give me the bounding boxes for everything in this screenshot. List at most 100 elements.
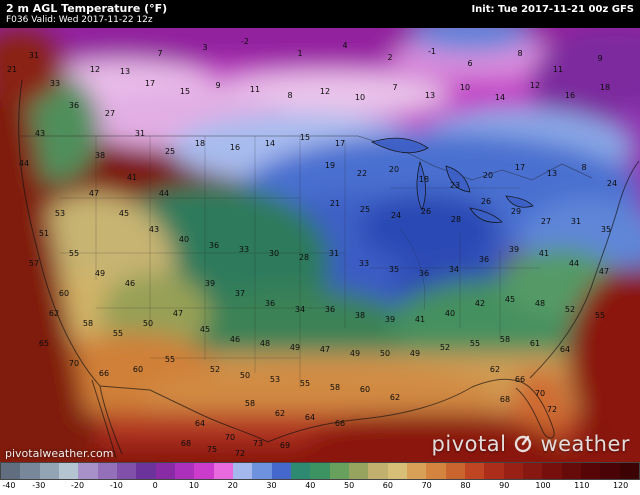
temp-label: 1 — [297, 49, 302, 58]
colorbar-tick: -10 — [109, 481, 123, 490]
temp-label: 22 — [357, 169, 367, 178]
colorbar-tick: 50 — [343, 481, 355, 490]
temp-label: 3 — [202, 43, 207, 52]
colorbar-segment — [20, 463, 40, 479]
temp-label: 18 — [419, 175, 429, 184]
temp-label: 12 — [90, 65, 100, 74]
temp-label: 31 — [135, 129, 145, 138]
temp-label: 46 — [230, 335, 240, 344]
colorbar-segment — [174, 463, 195, 479]
map-header: 2 m AGL Temperature (°F) F036 Valid: Wed… — [0, 0, 640, 28]
colorbar-segment — [58, 463, 79, 479]
temp-label: 12 — [320, 87, 330, 96]
temp-label: 9 — [597, 54, 602, 63]
colorbar-tick: 20 — [227, 481, 238, 490]
temp-label: 50 — [240, 371, 250, 380]
temp-label: 49 — [95, 269, 105, 278]
temp-label: 29 — [511, 207, 521, 216]
colorbar-segment — [484, 463, 504, 479]
temp-label: 31 — [29, 51, 39, 60]
temp-label: 23 — [450, 181, 460, 190]
logo-word-pivotal: pivotal — [431, 432, 507, 456]
temp-label: 55 — [300, 379, 310, 388]
valid-time-label: F036 Valid: Wed 2017-11-22 12z — [6, 15, 153, 25]
temp-label: 55 — [69, 249, 79, 258]
national-border-lines — [20, 135, 593, 181]
temp-label: 58 — [83, 319, 93, 328]
temp-label: 36 — [69, 101, 79, 110]
temp-label: 53 — [55, 209, 65, 218]
temp-label: 73 — [253, 439, 263, 448]
temp-label: 13 — [120, 67, 130, 76]
temp-label: 52 — [210, 365, 220, 374]
temp-label: 47 — [320, 345, 330, 354]
colorbar-tick: -30 — [32, 481, 46, 490]
temp-label: 68 — [500, 395, 510, 404]
temp-label: 25 — [360, 205, 370, 214]
temp-label: 11 — [250, 85, 260, 94]
temp-label: 48 — [260, 339, 270, 348]
temp-label: 70 — [535, 389, 545, 398]
colorbar-tick: 110 — [574, 481, 590, 490]
temp-label: 16 — [230, 143, 240, 152]
temp-label: 17 — [145, 79, 155, 88]
temp-label: 62 — [490, 365, 500, 374]
coastline-lines — [18, 79, 640, 459]
colorbar-segment — [329, 463, 349, 479]
temp-label: 9 — [215, 81, 220, 90]
temp-label: -2 — [241, 37, 249, 46]
temp-label: 41 — [415, 315, 425, 324]
temp-label: 7 — [157, 49, 162, 58]
logo-word-weather: weather — [540, 432, 630, 456]
temp-label: 18 — [600, 83, 610, 92]
watermark-text: pivotalweather.com — [5, 447, 114, 460]
colorbar-segment — [78, 463, 98, 479]
temp-label: 12 — [530, 81, 540, 90]
temp-label: 47 — [599, 267, 609, 276]
page-title: 2 m AGL Temperature (°F) — [6, 2, 168, 15]
temp-label: 66 — [335, 419, 345, 428]
temp-label: 35 — [601, 225, 611, 234]
colorbar-tick: -40 — [2, 481, 16, 490]
temp-label: 28 — [299, 253, 309, 262]
temp-label: 20 — [483, 171, 493, 180]
temp-label: 27 — [105, 109, 115, 118]
colorbar-tick: 40 — [305, 481, 316, 490]
temp-label: 55 — [470, 339, 480, 348]
temp-label: 31 — [571, 217, 581, 226]
pivotal-logo-icon — [515, 435, 532, 453]
temp-label: 47 — [89, 189, 99, 198]
temp-label: 39 — [509, 245, 519, 254]
temp-label: 61 — [530, 339, 540, 348]
temp-label: 13 — [425, 91, 435, 100]
temp-label: 44 — [19, 159, 29, 168]
temp-label: 42 — [475, 299, 485, 308]
great-lakes-shapes — [370, 137, 534, 223]
colorbar-segment — [445, 463, 465, 479]
temp-label: 62 — [390, 393, 400, 402]
temp-label: 55 — [113, 329, 123, 338]
temp-label: 36 — [265, 299, 275, 308]
temp-label: 69 — [280, 441, 290, 450]
temp-label: 6 — [467, 59, 472, 68]
temp-label: 62 — [275, 409, 285, 418]
map-area: 3 -2 1 4 2 -1 6 8 11 9 7 12 13 17 15 9 11 8 12 10 7 13 10 14 12 1… — [0, 28, 640, 462]
temp-label: 68 — [181, 439, 191, 448]
temp-label: 8 — [517, 49, 522, 58]
temp-label: 33 — [359, 259, 369, 268]
temp-label: 70 — [225, 433, 235, 442]
colorbar-segment — [271, 463, 291, 479]
temp-label: 60 — [59, 289, 69, 298]
colorbar-segment — [406, 463, 427, 479]
colorbar-segment — [503, 463, 523, 479]
temp-label: 35 — [389, 265, 399, 274]
temp-label: 2 — [387, 53, 392, 62]
state-boundary-lines — [60, 136, 540, 388]
temp-label: 25 — [165, 147, 175, 156]
temp-label: 51 — [39, 229, 49, 238]
temp-label: 53 — [270, 375, 280, 384]
temp-label: 4 — [342, 41, 347, 50]
temp-label: 62 — [49, 309, 59, 318]
temp-label: 55 — [595, 311, 605, 320]
temp-label: 38 — [95, 151, 105, 160]
